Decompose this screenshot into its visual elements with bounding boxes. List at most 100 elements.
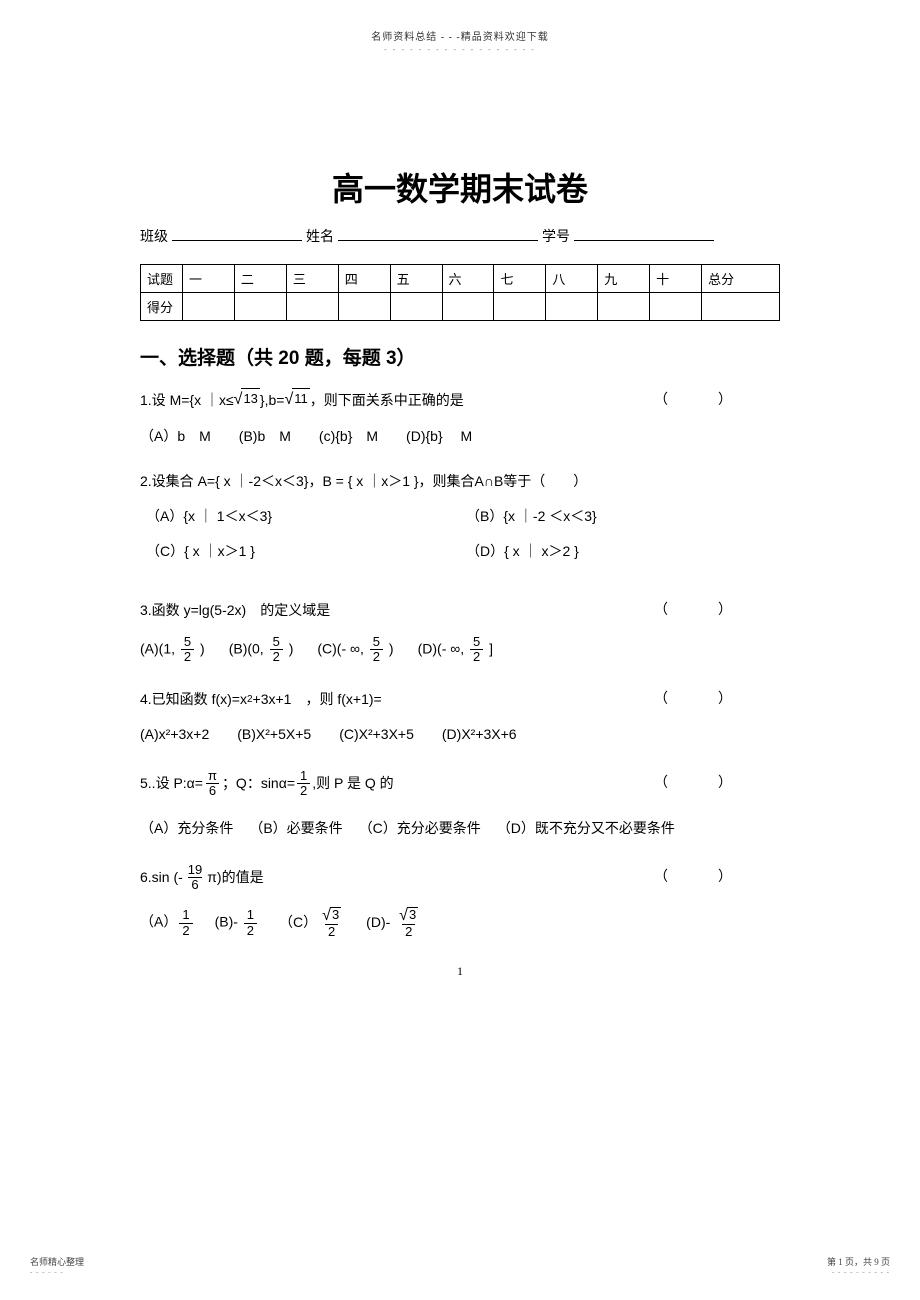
q5-text: ；Q：sinα= [222,773,295,794]
answer-blank[interactable]: （ ） [654,600,750,621]
student-info-line: 班级 姓名 学号 [140,226,780,246]
q6-text: π)的值是 [207,867,263,888]
col-header: 十 [650,265,702,293]
fraction: π6 [205,769,220,799]
answer-blank[interactable]: （ ） [654,773,750,794]
class-blank[interactable] [172,227,302,241]
q2-text: 2.设集合 A={ x ｜-2＜x＜3}，B = { x ｜x＞1 }，则集合A… [140,471,780,492]
header-note: 名师资料总结 - - -精品资料欢迎下载 [0,0,920,43]
score-cell[interactable] [338,293,390,321]
score-table: 试题 一 二 三 四 五 六 七 八 九 十 总分 得分 [140,264,780,321]
table-row: 得分 [141,293,780,321]
question-6: 6.sin (- 196 π)的值是 （ ） （A）12 (B)- 12 （C）… [140,863,780,939]
score-cell[interactable] [234,293,286,321]
score-cell[interactable] [650,293,702,321]
options: (A)x²+3x+2 (B)X²+5X+5 (C)X²+3X+5 (D)X²+3… [140,724,780,745]
option-d: (D)X²+3X+6 [442,724,517,745]
header-dashes: - - - - - - - - - - - - - - - - - - [0,45,920,54]
option-b: (B)- 12 [215,908,259,938]
col-header: 五 [390,265,442,293]
options: （A）12 (B)- 12 （C）√32 (D)- √32 [140,907,780,940]
option-d: (D)(- ∞, 52 ] [418,635,493,665]
option-a: （A）b M [140,426,211,447]
option-b: (B)(0, 52 ) [229,635,294,665]
score-cell[interactable] [442,293,494,321]
col-header: 总分 [702,265,780,293]
q1-text: ，则下面关系中正确的是 [310,390,464,411]
page-title: 高一数学期末试卷 [140,164,780,210]
score-cell[interactable] [286,293,338,321]
col-header: 七 [494,265,546,293]
name-label: 姓名 [306,226,334,246]
option-b: (B)X²+5X+5 [237,724,311,745]
options: （A）充分条件 （B）必要条件 （C）充分必要条件 （D）既不充分又不必要条件 [140,818,780,839]
option-a: （A）12 [140,908,195,938]
col-header: 一 [183,265,235,293]
class-label: 班级 [140,226,168,246]
option-c: （C）{ x ｜x＞1 } [140,541,460,562]
section-title: 一、选择题（共 20 题，每题 3） [140,343,780,370]
question-4: 4.已知函数 f(x)=x 2 +3x+1 ，则 f(x+1)= （ ） (A)… [140,689,780,745]
option-d: (D)- √32 [366,907,423,940]
fraction: 12 [297,769,310,799]
q4-text: 4.已知函数 f(x)=x [140,689,247,710]
score-cell[interactable] [546,293,598,321]
q4-text: +3x+1 ，则 f(x+1)= [253,689,382,710]
option-c: (c){b} M [319,426,378,447]
option-c: （C）√32 [279,907,346,940]
q5-text: ,则 P 是 Q 的 [312,773,393,794]
col-header: 二 [234,265,286,293]
option-a: (A)(1, 52 ) [140,635,205,665]
question-1: 1.设 M={x ｜x≤ √13 },b= √11 ，则下面关系中正确的是 （ … [140,388,780,447]
options: (A)(1, 52 ) (B)(0, 52 ) (C)(- ∞, 52 ) (D… [140,635,780,665]
option-c: (C)X²+3X+5 [339,724,414,745]
footer-right: 第 1 页，共 9 页 - - - - - - - - - - [827,1255,890,1276]
score-cell[interactable] [702,293,780,321]
score-cell[interactable] [390,293,442,321]
id-label: 学号 [542,226,570,246]
question-2: 2.设集合 A={ x ｜-2＜x＜3}，B = { x ｜x＞1 }，则集合A… [140,471,780,576]
option-d: (D){b} M [406,426,472,447]
answer-blank[interactable]: （ ） [654,867,750,888]
col-header: 六 [442,265,494,293]
options: （A）{x ｜ 1＜x＜3} （B）{x ｜-2 ＜x＜3} （C）{ x ｜x… [140,506,780,576]
score-cell[interactable] [598,293,650,321]
q6-text: 6.sin (- [140,867,183,888]
footer: 名师精心整理 - - - - - - 第 1 页，共 9 页 - - - - -… [0,1255,920,1276]
option-b: （B）必要条件 [249,818,342,839]
option-c: (C)(- ∞, 52 ) [317,635,393,665]
col-header: 三 [286,265,338,293]
content-area: 高一数学期末试卷 班级 姓名 学号 试题 一 二 三 四 五 六 七 八 九 十… [0,164,920,979]
row-label: 得分 [141,293,183,321]
col-header: 四 [338,265,390,293]
sqrt-icon: √11 [284,388,309,412]
question-3: 3.函数 y=lg(5-2x) 的定义域是 （ ） (A)(1, 52 ) (B… [140,600,780,665]
option-c: （C）充分必要条件 [359,818,481,839]
q1-text: },b= [260,390,285,411]
table-row: 试题 一 二 三 四 五 六 七 八 九 十 总分 [141,265,780,293]
name-blank[interactable] [338,227,538,241]
sqrt-icon: √13 [234,388,260,412]
score-cell[interactable] [494,293,546,321]
q3-text: 3.函数 y=lg(5-2x) 的定义域是 [140,600,330,621]
options: （A）b M (B)b M (c){b} M (D){b} M [140,426,780,447]
id-blank[interactable] [574,227,714,241]
answer-blank[interactable]: （ ） [654,390,750,411]
option-b: (B)b M [239,426,291,447]
option-a: （A）{x ｜ 1＜x＜3} [140,506,460,527]
answer-blank[interactable]: （ ） [654,689,750,710]
option-a: (A)x²+3x+2 [140,724,209,745]
score-cell[interactable] [183,293,235,321]
page-number: 1 [140,964,780,979]
col-header: 九 [598,265,650,293]
q1-text: 1.设 M={x ｜x≤ [140,390,234,411]
option-d: （D）{ x ｜ x＞2 } [460,541,780,562]
col-header: 八 [546,265,598,293]
option-a: （A）充分条件 [140,818,233,839]
option-b: （B）{x ｜-2 ＜x＜3} [460,506,780,527]
question-5: 5..设 P:α= π6 ；Q：sinα= 12 ,则 P 是 Q 的 （ ） … [140,769,780,840]
fraction: 196 [185,863,205,893]
option-d: （D）既不充分又不必要条件 [497,818,675,839]
footer-left: 名师精心整理 - - - - - - [30,1255,84,1276]
row-label: 试题 [141,265,183,293]
